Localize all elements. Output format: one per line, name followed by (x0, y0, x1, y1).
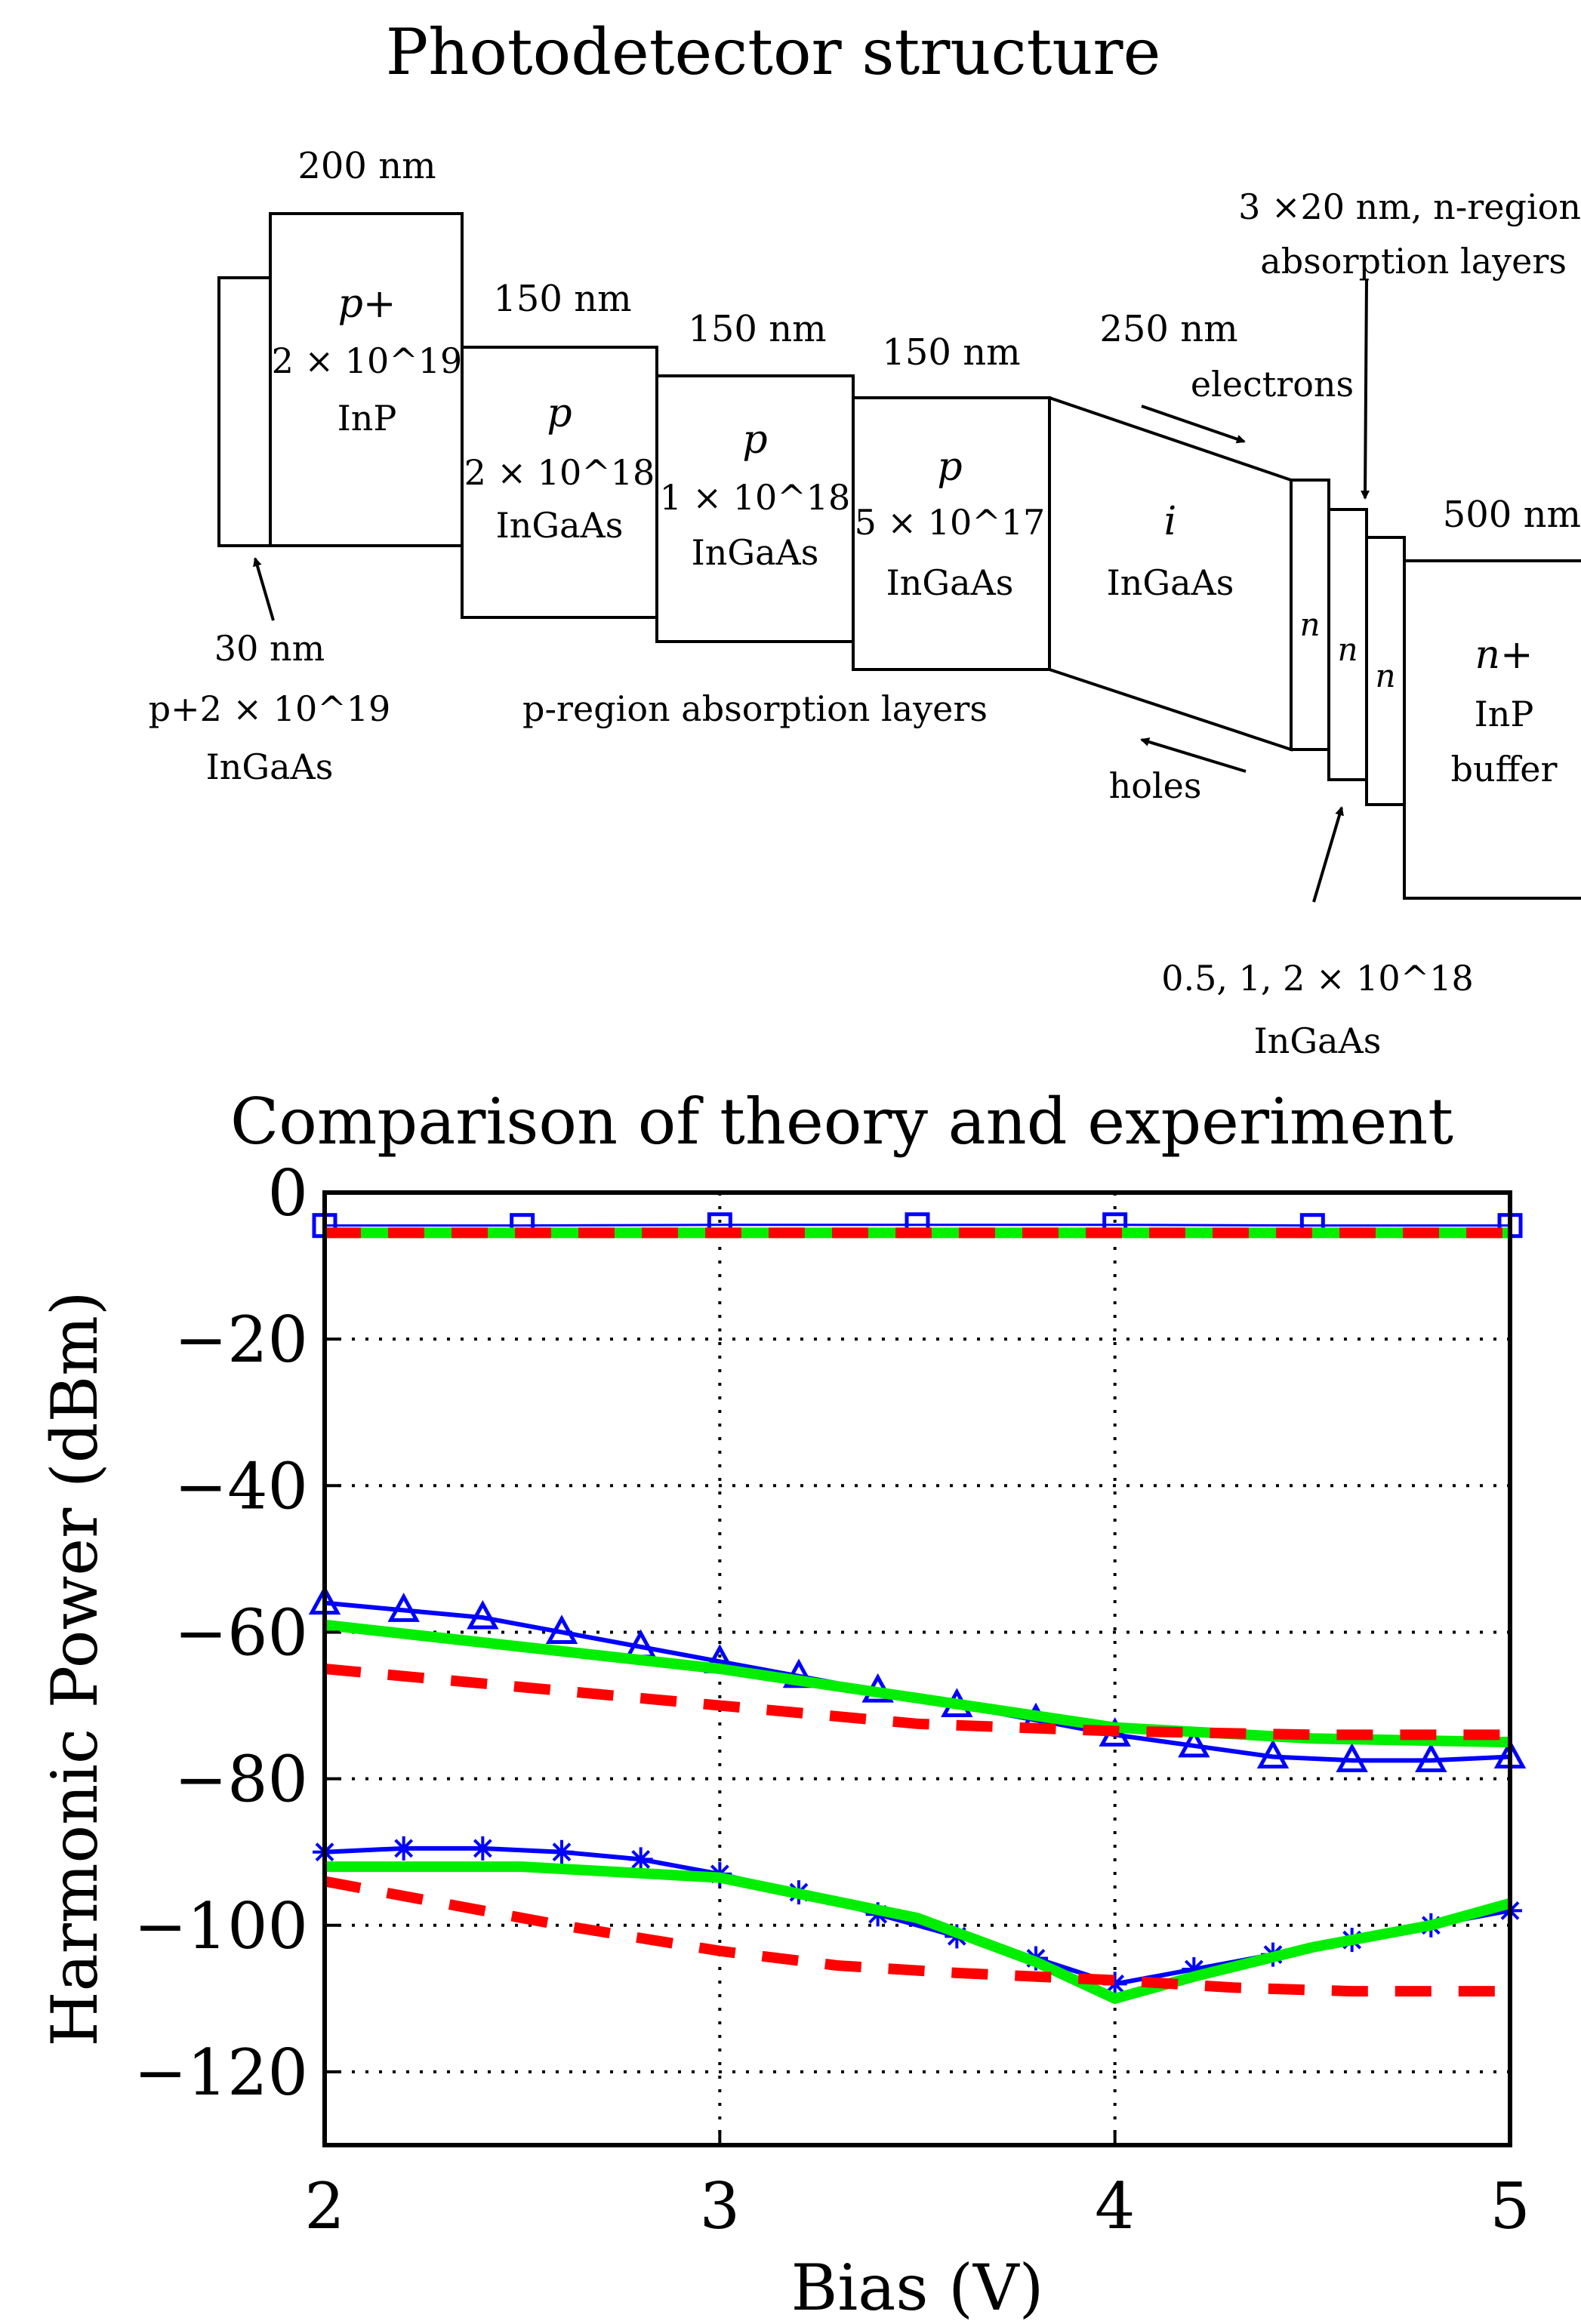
svg-text:p: p (742, 417, 767, 463)
third-harmonic-experiment-marker (1182, 1957, 1207, 1982)
layer-text-p2: p 1 × 10^18 InGaAs (660, 417, 851, 573)
second-harmonic-theory-green-line (324, 1619, 1511, 1748)
y-tick-label: −100 (134, 1889, 308, 1963)
layer-text-p-plus-inp: p+ 2 × 10^19 InP (272, 282, 463, 439)
svg-text:1 × 10^18: 1 × 10^18 (660, 477, 851, 518)
svg-text:0.5, 1, 2 × 10^18: 0.5, 1, 2 × 10^18 (1161, 958, 1474, 999)
second-harmonic-experiment-marker (1256, 1739, 1290, 1768)
svg-text:InP: InP (1475, 694, 1534, 734)
svg-text:2 × 10^18: 2 × 10^18 (464, 452, 655, 493)
x-tick-label: 2 (304, 2169, 344, 2243)
holes-arrow (1140, 737, 1247, 773)
y-tick-label: −20 (174, 1303, 308, 1377)
layer-text-p3: p 5 × 10^17 InGaAs (855, 445, 1046, 603)
third-harmonic-theory-red-line (323, 1876, 1510, 1997)
y-axis-label: Harmonic Power (dBm) (38, 1291, 112, 2046)
electrons-label: electrons (1191, 364, 1354, 405)
thickness-label-n-plus: 500 nm (1443, 494, 1581, 536)
third-harmonic-experiment-marker (550, 1839, 574, 1864)
second-harmonic-theory-red-line (324, 1664, 1510, 1741)
third-harmonic-theory-green-line (325, 1861, 1512, 2004)
layer-text-n3: n (1375, 657, 1395, 694)
n-region-label: 3 ×20 nm, n-region absorption layers (1238, 186, 1581, 282)
second-harmonic-experiment-marker (1336, 1743, 1368, 1772)
thickness-label-p2: 150 nm (688, 308, 826, 350)
x-tick-label: 5 (1490, 2169, 1530, 2243)
layer-box-n-plus-buffer (1403, 559, 1581, 900)
n-doping-pointer-arrow (1312, 806, 1344, 903)
second-harmonic-experiment-marker (467, 1599, 499, 1630)
layer-text-n-plus-buffer: n+ InP buffer (1451, 633, 1558, 790)
svg-text:p: p (547, 391, 572, 436)
svg-text:3 ×20 nm, n-region: 3 ×20 nm, n-region (1238, 186, 1581, 227)
electrons-arrow (1141, 405, 1246, 444)
chart-ticks: 2 3 4 5 0 −20 −40 −60 −80 −100 −120 (134, 1156, 1530, 2243)
structure-diagram: Photodetector structure 200 nm 150 nm 15… (149, 15, 1581, 1061)
second-harmonic-experiment-marker (545, 1614, 578, 1644)
second-harmonic-experiment-marker (1415, 1743, 1447, 1772)
svg-text:InP: InP (337, 398, 397, 439)
svg-text:2 × 10^19: 2 × 10^19 (272, 340, 463, 381)
svg-text:InGaAs: InGaAs (206, 746, 334, 787)
thickness-label-intrinsic: 250 nm (1099, 308, 1237, 350)
svg-text:InGaAs: InGaAs (692, 532, 819, 573)
third-harmonic-experiment-marker (628, 1847, 653, 1872)
n-region-pointer-arrow (1361, 279, 1370, 500)
p-cap-pointer-arrow (253, 557, 275, 621)
second-harmonic-experiment-marker (387, 1593, 420, 1622)
holes-label: holes (1109, 765, 1202, 806)
thickness-label-p3: 150 nm (882, 331, 1020, 374)
y-tick-label: −40 (174, 1449, 308, 1523)
svg-text:i: i (1164, 499, 1177, 544)
x-axis-label: Bias (V) (791, 2251, 1044, 2324)
chart: Comparison of theory and experiment 2 3 4 5… (38, 1085, 1530, 2324)
layer-text-p1: p 2 × 10^18 InGaAs (464, 391, 655, 546)
svg-text:p: p (937, 445, 962, 490)
third-harmonic-experiment-marker (391, 1836, 416, 1861)
n-doping-label: 0.5, 1, 2 × 10^18 InGaAs (1161, 958, 1474, 1061)
svg-text:InGaAs: InGaAs (886, 562, 1014, 603)
y-tick-label: −120 (134, 2036, 308, 2110)
y-tick-label: −80 (174, 1743, 308, 1817)
plot-frame (322, 1190, 1512, 2147)
svg-text:n+: n+ (1475, 633, 1533, 678)
svg-text:InGaAs: InGaAs (1107, 562, 1234, 603)
diagram-title: Photodetector structure (386, 15, 1161, 89)
y-tick-label: −60 (174, 1596, 308, 1670)
x-tick-label: 3 (700, 2169, 740, 2243)
third-harmonic-experiment-marker (1102, 1972, 1127, 1996)
svg-text:absorption layers: absorption layers (1260, 241, 1567, 282)
p-region-label: p-region absorption layers (522, 688, 988, 729)
svg-text:buffer: buffer (1451, 749, 1558, 790)
chart-title: Comparison of theory and experiment (230, 1085, 1453, 1159)
chart-grid (325, 1193, 1510, 2145)
svg-text:InGaAs: InGaAs (1254, 1020, 1382, 1061)
chart-series (308, 1212, 1527, 2004)
y-tick-label: 0 (268, 1156, 308, 1230)
layer-text-n1: n (1299, 606, 1320, 643)
second-harmonic-experiment-marker (1178, 1728, 1210, 1758)
svg-text:p+: p+ (338, 282, 396, 327)
x-tick-label: 4 (1095, 2169, 1135, 2243)
layer-box-p-cap (217, 276, 272, 547)
third-harmonic-experiment-marker (470, 1836, 495, 1861)
p-cap-label: 30 nm p+2 × 10^19 InGaAs (149, 628, 391, 787)
layer-text-n2: n (1337, 631, 1358, 668)
thickness-label-p1: 150 nm (493, 278, 631, 320)
svg-text:30 nm: 30 nm (214, 628, 325, 669)
layer-text-intrinsic: i InGaAs (1107, 499, 1234, 603)
svg-text:p+2 × 10^19: p+2 × 10^19 (149, 688, 391, 729)
svg-text:InGaAs: InGaAs (496, 505, 624, 546)
svg-text:5 × 10^17: 5 × 10^17 (855, 502, 1046, 543)
fundamental-experiment-line (325, 1224, 1510, 1227)
thickness-label-p-plus: 200 nm (297, 145, 436, 187)
layer-box-p3 (852, 396, 1051, 671)
